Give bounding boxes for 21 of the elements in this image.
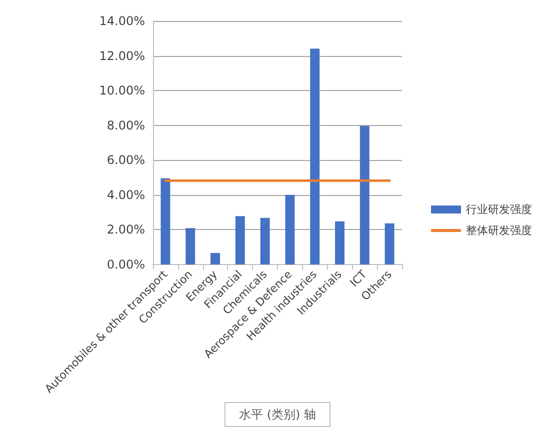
y-tick-label: 10.00% xyxy=(99,84,145,98)
y-tick-label: 8.00% xyxy=(106,118,145,132)
bar xyxy=(335,221,344,264)
legend-label: 行业研发强度 xyxy=(466,203,532,216)
bar xyxy=(210,252,220,264)
legend-label: 整体研发强度 xyxy=(466,224,532,237)
y-tick-label: 4.00% xyxy=(106,188,145,202)
bar xyxy=(160,178,170,264)
bar xyxy=(235,216,245,264)
y-tick-label: 6.00% xyxy=(106,153,145,168)
bar xyxy=(384,223,394,264)
bar xyxy=(285,194,295,264)
bar xyxy=(360,126,370,264)
y-tick-label: 14.00% xyxy=(99,14,145,28)
bar xyxy=(310,48,320,264)
y-tick-label: 0.00% xyxy=(106,257,145,272)
y-tick-label: 12.00% xyxy=(99,48,145,63)
y-tick-label: 2.00% xyxy=(106,222,145,237)
bar xyxy=(186,228,196,264)
x-axis-title: 水平 (类别) 轴 xyxy=(239,408,316,422)
bar xyxy=(260,218,270,264)
